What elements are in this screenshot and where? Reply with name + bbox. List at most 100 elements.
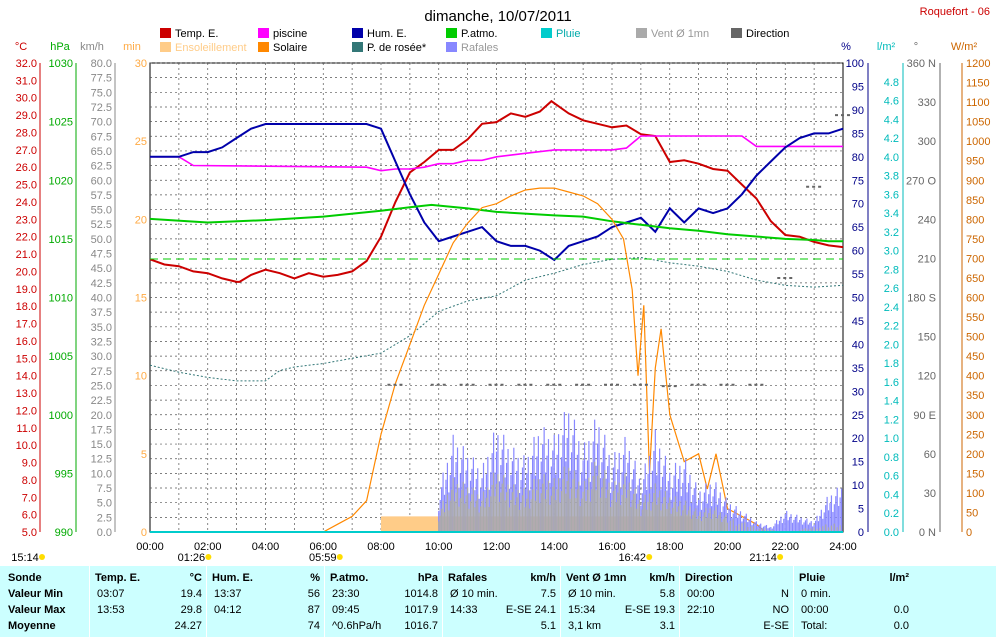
axis-tick-label: 29.0 xyxy=(16,110,37,122)
axis-tick-label: 2.8 xyxy=(884,264,899,276)
summary-time: Ø 10 min. xyxy=(450,588,498,600)
summary-value: 29.8 xyxy=(180,604,202,616)
summary-value: NO xyxy=(772,604,790,616)
axis-tick-label: 23.0 xyxy=(16,214,37,226)
axis-tick-label: 75.0 xyxy=(91,87,112,99)
axis-tick-label: 1030 xyxy=(49,58,73,70)
series-p-atmo xyxy=(149,203,843,243)
axis-tick-label: 52.5 xyxy=(91,219,112,231)
summary-header: Hum. E. xyxy=(212,572,253,584)
axis-unit-min: min xyxy=(123,41,141,53)
summary-unit: % xyxy=(310,572,320,584)
legend-swatch xyxy=(352,28,363,38)
x-tick-label: 20:00 xyxy=(714,541,742,553)
axis-tick-label: 40.0 xyxy=(91,293,112,305)
axis-tick-label: 650 xyxy=(966,273,984,285)
summary-time: 15:34 xyxy=(568,604,596,616)
axis-tick-label: 100 xyxy=(846,58,864,70)
axis-tick-label: 3.8 xyxy=(884,171,899,183)
summary-row: Valeur Max 13:53 29.8 04:12 87 09:45 1017.9 14:… xyxy=(0,602,996,618)
chart-title: dimanche, 10/07/2011 xyxy=(424,8,571,25)
summary-value: 24.27 xyxy=(174,620,202,632)
axis-tick-label: 0.0 xyxy=(97,527,112,539)
axis-tick-label: 28.0 xyxy=(16,127,37,139)
summary-time: 14:33 xyxy=(450,604,478,616)
axis-dir: 0 N 30 60 90 E 120 150 180 S 210 240 270 O 300 330 3… xyxy=(906,58,941,539)
axis-tick-label: 1000 xyxy=(49,410,73,422)
summary-header-row: Sonde Temp. E. °C Hum. E.% P.atmo. hPa Rafales… xyxy=(0,570,996,586)
axis-tick-label: 1.4 xyxy=(884,396,899,408)
axis-tick-label: 270 O xyxy=(906,175,936,187)
summary-value: E-SE 19.3 xyxy=(624,604,675,616)
axis-tick-label: 1010 xyxy=(49,293,73,305)
axis-tick-label: 67.5 xyxy=(91,131,112,143)
axis-tick-label: 5 xyxy=(141,449,147,461)
axis-tick-label: 1005 xyxy=(49,351,73,363)
summary-time: ^0.6hPa/h xyxy=(332,620,382,632)
summary-value: 74 xyxy=(307,620,320,632)
axis-tick-label: 0.8 xyxy=(884,452,899,464)
column-divider xyxy=(793,566,794,637)
summary-value: E-SE xyxy=(763,620,789,632)
summary-value: 5.8 xyxy=(659,588,675,600)
axis-tick-label: 30.0 xyxy=(91,351,112,363)
axis-tick-label: 5 xyxy=(858,504,864,516)
series-piscine xyxy=(150,135,843,172)
summary-unit: l/m² xyxy=(889,572,909,584)
axis-tick-label: 65 xyxy=(852,222,864,234)
summary-header: Temp. E. xyxy=(95,572,141,584)
column-divider xyxy=(324,566,325,637)
summary-value: 1017.9 xyxy=(404,604,438,616)
column-divider xyxy=(560,566,561,637)
axis-tick-label: 0 xyxy=(966,527,972,539)
summary-value: 1014.8 xyxy=(404,588,438,600)
legend-label: Direction xyxy=(746,28,789,40)
axis-unit-rain: l/m² xyxy=(877,41,896,53)
summary-time: 22:10 xyxy=(687,604,715,616)
axis-tick-label: 25.0 xyxy=(91,380,112,392)
axis-tick-label: 25.0 xyxy=(16,180,37,192)
axis-tick-label: 55 xyxy=(852,269,864,281)
summary-time: Total: xyxy=(801,620,828,632)
axis-tick-label: 11.0 xyxy=(16,423,37,435)
sun-icon xyxy=(39,554,45,560)
summary-unit: °C xyxy=(189,572,202,584)
axis-tick-label: 300 xyxy=(918,136,936,148)
axis-tick-label: 950 xyxy=(966,156,984,168)
summary-time: 04:12 xyxy=(214,604,242,616)
axis-tick-label: 27.0 xyxy=(16,145,37,157)
axis-tick-label: 32.0 xyxy=(16,58,37,70)
time-marker-label: 16:42 xyxy=(618,552,646,564)
axis-tick-label: 42.5 xyxy=(91,278,112,290)
x-tick-label: 06:00 xyxy=(309,541,337,553)
axis-tick-label: 75 xyxy=(852,175,864,187)
axis-tick-label: 60.0 xyxy=(91,175,112,187)
axis-unit-temp: °C xyxy=(15,41,27,53)
axis-tick-label: 1.0 xyxy=(884,433,899,445)
axis-tick-label: 1000 xyxy=(966,136,990,148)
axis-min: 0 5 10 15 20 25 30 xyxy=(135,58,147,539)
axis-tick-label: 20.0 xyxy=(91,410,112,422)
axis-tick-label: 1015 xyxy=(49,234,73,246)
axis-tick-label: 10 xyxy=(135,371,147,383)
axis-tick-label: 850 xyxy=(966,195,984,207)
summary-row-label: Valeur Max xyxy=(8,604,66,616)
x-tick-label: 12:00 xyxy=(483,541,511,553)
summary-time: 3,1 km xyxy=(568,620,602,632)
axis-tick-label: 4.4 xyxy=(884,114,899,126)
time-marker-label: 05:59 xyxy=(309,552,337,564)
axis-tick-label: 4.2 xyxy=(884,133,899,145)
axis-tick-label: 90 xyxy=(852,105,864,117)
axis-tick-label: 8.0 xyxy=(22,475,37,487)
axis-tick-label: 25 xyxy=(852,410,864,422)
axis-tick-label: 17.5 xyxy=(91,424,112,436)
axis-tick-label: 50.0 xyxy=(91,234,112,246)
summary-value: 0.0 xyxy=(893,604,909,616)
axis-tick-label: 250 xyxy=(966,429,984,441)
summary-unit: km/h xyxy=(649,572,675,584)
axis-tick-label: 120 xyxy=(918,371,936,383)
axis-tick-label: 100 xyxy=(966,488,984,500)
summary-time: 0 min. xyxy=(801,588,831,600)
column-divider xyxy=(442,566,443,637)
axis-tick-label: 19.0 xyxy=(16,284,37,296)
